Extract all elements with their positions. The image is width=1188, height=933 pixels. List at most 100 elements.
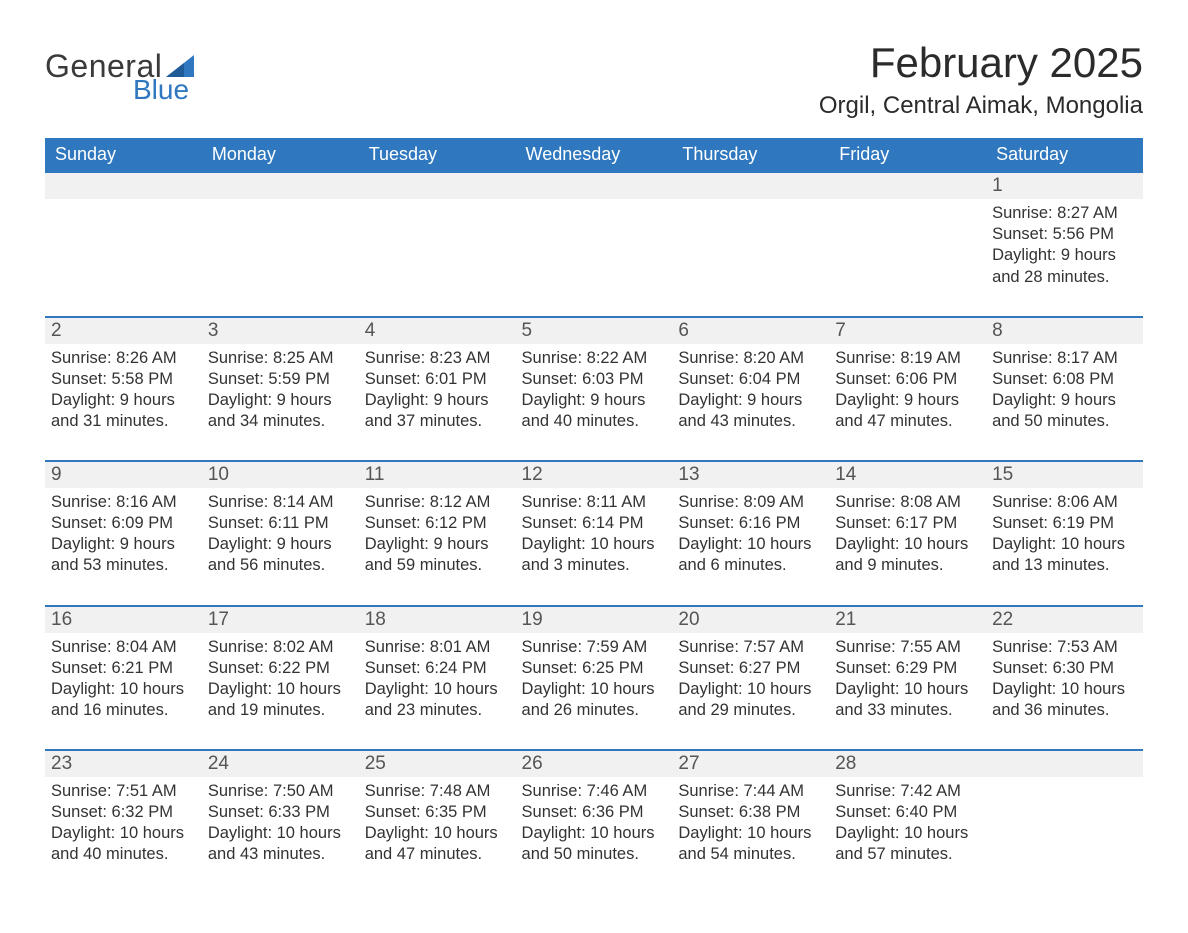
calendar-day-cell: 13Sunrise: 8:09 AMSunset: 6:16 PMDayligh… (672, 461, 829, 605)
day-number: 21 (829, 607, 986, 633)
sunset-text: Sunset: 6:22 PM (208, 658, 353, 679)
calendar-week-row: 1Sunrise: 8:27 AMSunset: 5:56 PMDaylight… (45, 172, 1143, 316)
calendar-day-cell: 17Sunrise: 8:02 AMSunset: 6:22 PMDayligh… (202, 606, 359, 750)
sunset-text: Sunset: 6:03 PM (522, 369, 667, 390)
daylight-text: Daylight: 10 hours and 29 minutes. (678, 679, 823, 721)
calendar-day-cell: 11Sunrise: 8:12 AMSunset: 6:12 PMDayligh… (359, 461, 516, 605)
daylight-text: Daylight: 10 hours and 40 minutes. (51, 823, 196, 865)
day-content: Sunrise: 8:04 AMSunset: 6:21 PMDaylight:… (45, 633, 202, 749)
day-number: 3 (202, 318, 359, 344)
daylight-text: Daylight: 10 hours and 50 minutes. (522, 823, 667, 865)
calendar-day-cell: 26Sunrise: 7:46 AMSunset: 6:36 PMDayligh… (516, 750, 673, 893)
daylight-text: Daylight: 9 hours and 34 minutes. (208, 390, 353, 432)
daylight-text: Daylight: 10 hours and 16 minutes. (51, 679, 196, 721)
calendar-day-cell: 20Sunrise: 7:57 AMSunset: 6:27 PMDayligh… (672, 606, 829, 750)
daylight-text: Daylight: 9 hours and 37 minutes. (365, 390, 510, 432)
sunset-text: Sunset: 6:33 PM (208, 802, 353, 823)
day-content: Sunrise: 8:14 AMSunset: 6:11 PMDaylight:… (202, 488, 359, 604)
sunrise-text: Sunrise: 8:25 AM (208, 348, 353, 369)
sunrise-text: Sunrise: 8:04 AM (51, 637, 196, 658)
sunset-text: Sunset: 6:29 PM (835, 658, 980, 679)
sunset-text: Sunset: 6:11 PM (208, 513, 353, 534)
day-number: 12 (516, 462, 673, 488)
day-content: Sunrise: 8:26 AMSunset: 5:58 PMDaylight:… (45, 344, 202, 460)
sunset-text: Sunset: 6:16 PM (678, 513, 823, 534)
sunrise-text: Sunrise: 8:14 AM (208, 492, 353, 513)
calendar-week-row: 23Sunrise: 7:51 AMSunset: 6:32 PMDayligh… (45, 750, 1143, 893)
calendar-day-cell: 16Sunrise: 8:04 AMSunset: 6:21 PMDayligh… (45, 606, 202, 750)
calendar-day-cell: 24Sunrise: 7:50 AMSunset: 6:33 PMDayligh… (202, 750, 359, 893)
day-content: Sunrise: 8:16 AMSunset: 6:09 PMDaylight:… (45, 488, 202, 604)
daylight-text: Daylight: 10 hours and 57 minutes. (835, 823, 980, 865)
sunrise-text: Sunrise: 7:55 AM (835, 637, 980, 658)
day-content: Sunrise: 8:11 AMSunset: 6:14 PMDaylight:… (516, 488, 673, 604)
day-number: 17 (202, 607, 359, 633)
daylight-text: Daylight: 10 hours and 13 minutes. (992, 534, 1137, 576)
day-number: 18 (359, 607, 516, 633)
sunrise-text: Sunrise: 8:27 AM (992, 203, 1137, 224)
day-number: 11 (359, 462, 516, 488)
calendar-day-cell (45, 172, 202, 316)
calendar-table: Sunday Monday Tuesday Wednesday Thursday… (45, 138, 1143, 893)
day-content: Sunrise: 8:17 AMSunset: 6:08 PMDaylight:… (986, 344, 1143, 460)
day-number: 9 (45, 462, 202, 488)
sunset-text: Sunset: 6:27 PM (678, 658, 823, 679)
sunset-text: Sunset: 6:38 PM (678, 802, 823, 823)
sunset-text: Sunset: 6:19 PM (992, 513, 1137, 534)
daylight-text: Daylight: 10 hours and 19 minutes. (208, 679, 353, 721)
day-content: Sunrise: 8:06 AMSunset: 6:19 PMDaylight:… (986, 488, 1143, 604)
day-content: Sunrise: 7:50 AMSunset: 6:33 PMDaylight:… (202, 777, 359, 893)
day-content: Sunrise: 7:44 AMSunset: 6:38 PMDaylight:… (672, 777, 829, 893)
sunrise-text: Sunrise: 7:44 AM (678, 781, 823, 802)
day-number: 20 (672, 607, 829, 633)
day-number: 16 (45, 607, 202, 633)
sunrise-text: Sunrise: 8:11 AM (522, 492, 667, 513)
sunrise-text: Sunrise: 7:50 AM (208, 781, 353, 802)
location-text: Orgil, Central Aimak, Mongolia (819, 92, 1143, 120)
daylight-text: Daylight: 9 hours and 53 minutes. (51, 534, 196, 576)
sunrise-text: Sunrise: 7:46 AM (522, 781, 667, 802)
day-number: 25 (359, 751, 516, 777)
daylight-text: Daylight: 9 hours and 43 minutes. (678, 390, 823, 432)
daylight-text: Daylight: 10 hours and 54 minutes. (678, 823, 823, 865)
empty-day (202, 173, 359, 199)
daylight-text: Daylight: 10 hours and 6 minutes. (678, 534, 823, 576)
day-number: 15 (986, 462, 1143, 488)
sunrise-text: Sunrise: 8:12 AM (365, 492, 510, 513)
daylight-text: Daylight: 9 hours and 47 minutes. (835, 390, 980, 432)
weekday-header: Monday (202, 138, 359, 172)
calendar-day-cell: 28Sunrise: 7:42 AMSunset: 6:40 PMDayligh… (829, 750, 986, 893)
sunrise-text: Sunrise: 8:20 AM (678, 348, 823, 369)
sunset-text: Sunset: 6:40 PM (835, 802, 980, 823)
day-content: Sunrise: 7:42 AMSunset: 6:40 PMDaylight:… (829, 777, 986, 893)
calendar-day-cell (672, 172, 829, 316)
day-number: 23 (45, 751, 202, 777)
calendar-day-cell: 18Sunrise: 8:01 AMSunset: 6:24 PMDayligh… (359, 606, 516, 750)
empty-day (986, 751, 1143, 777)
sunset-text: Sunset: 6:24 PM (365, 658, 510, 679)
sunrise-text: Sunrise: 8:01 AM (365, 637, 510, 658)
empty-day (359, 173, 516, 199)
day-number: 10 (202, 462, 359, 488)
day-content: Sunrise: 7:48 AMSunset: 6:35 PMDaylight:… (359, 777, 516, 893)
sunrise-text: Sunrise: 8:23 AM (365, 348, 510, 369)
day-content: Sunrise: 8:08 AMSunset: 6:17 PMDaylight:… (829, 488, 986, 604)
sunset-text: Sunset: 6:09 PM (51, 513, 196, 534)
day-number: 5 (516, 318, 673, 344)
day-content: Sunrise: 8:19 AMSunset: 6:06 PMDaylight:… (829, 344, 986, 460)
day-content: Sunrise: 7:53 AMSunset: 6:30 PMDaylight:… (986, 633, 1143, 749)
calendar-day-cell: 3Sunrise: 8:25 AMSunset: 5:59 PMDaylight… (202, 317, 359, 461)
calendar-week-row: 16Sunrise: 8:04 AMSunset: 6:21 PMDayligh… (45, 606, 1143, 750)
calendar-day-cell: 21Sunrise: 7:55 AMSunset: 6:29 PMDayligh… (829, 606, 986, 750)
day-number: 28 (829, 751, 986, 777)
day-number: 26 (516, 751, 673, 777)
sunset-text: Sunset: 6:30 PM (992, 658, 1137, 679)
sunset-text: Sunset: 6:01 PM (365, 369, 510, 390)
empty-day (45, 173, 202, 199)
calendar-week-row: 2Sunrise: 8:26 AMSunset: 5:58 PMDaylight… (45, 317, 1143, 461)
sunrise-text: Sunrise: 7:42 AM (835, 781, 980, 802)
calendar-day-cell: 7Sunrise: 8:19 AMSunset: 6:06 PMDaylight… (829, 317, 986, 461)
calendar-day-cell: 8Sunrise: 8:17 AMSunset: 6:08 PMDaylight… (986, 317, 1143, 461)
sunset-text: Sunset: 6:04 PM (678, 369, 823, 390)
daylight-text: Daylight: 10 hours and 36 minutes. (992, 679, 1137, 721)
